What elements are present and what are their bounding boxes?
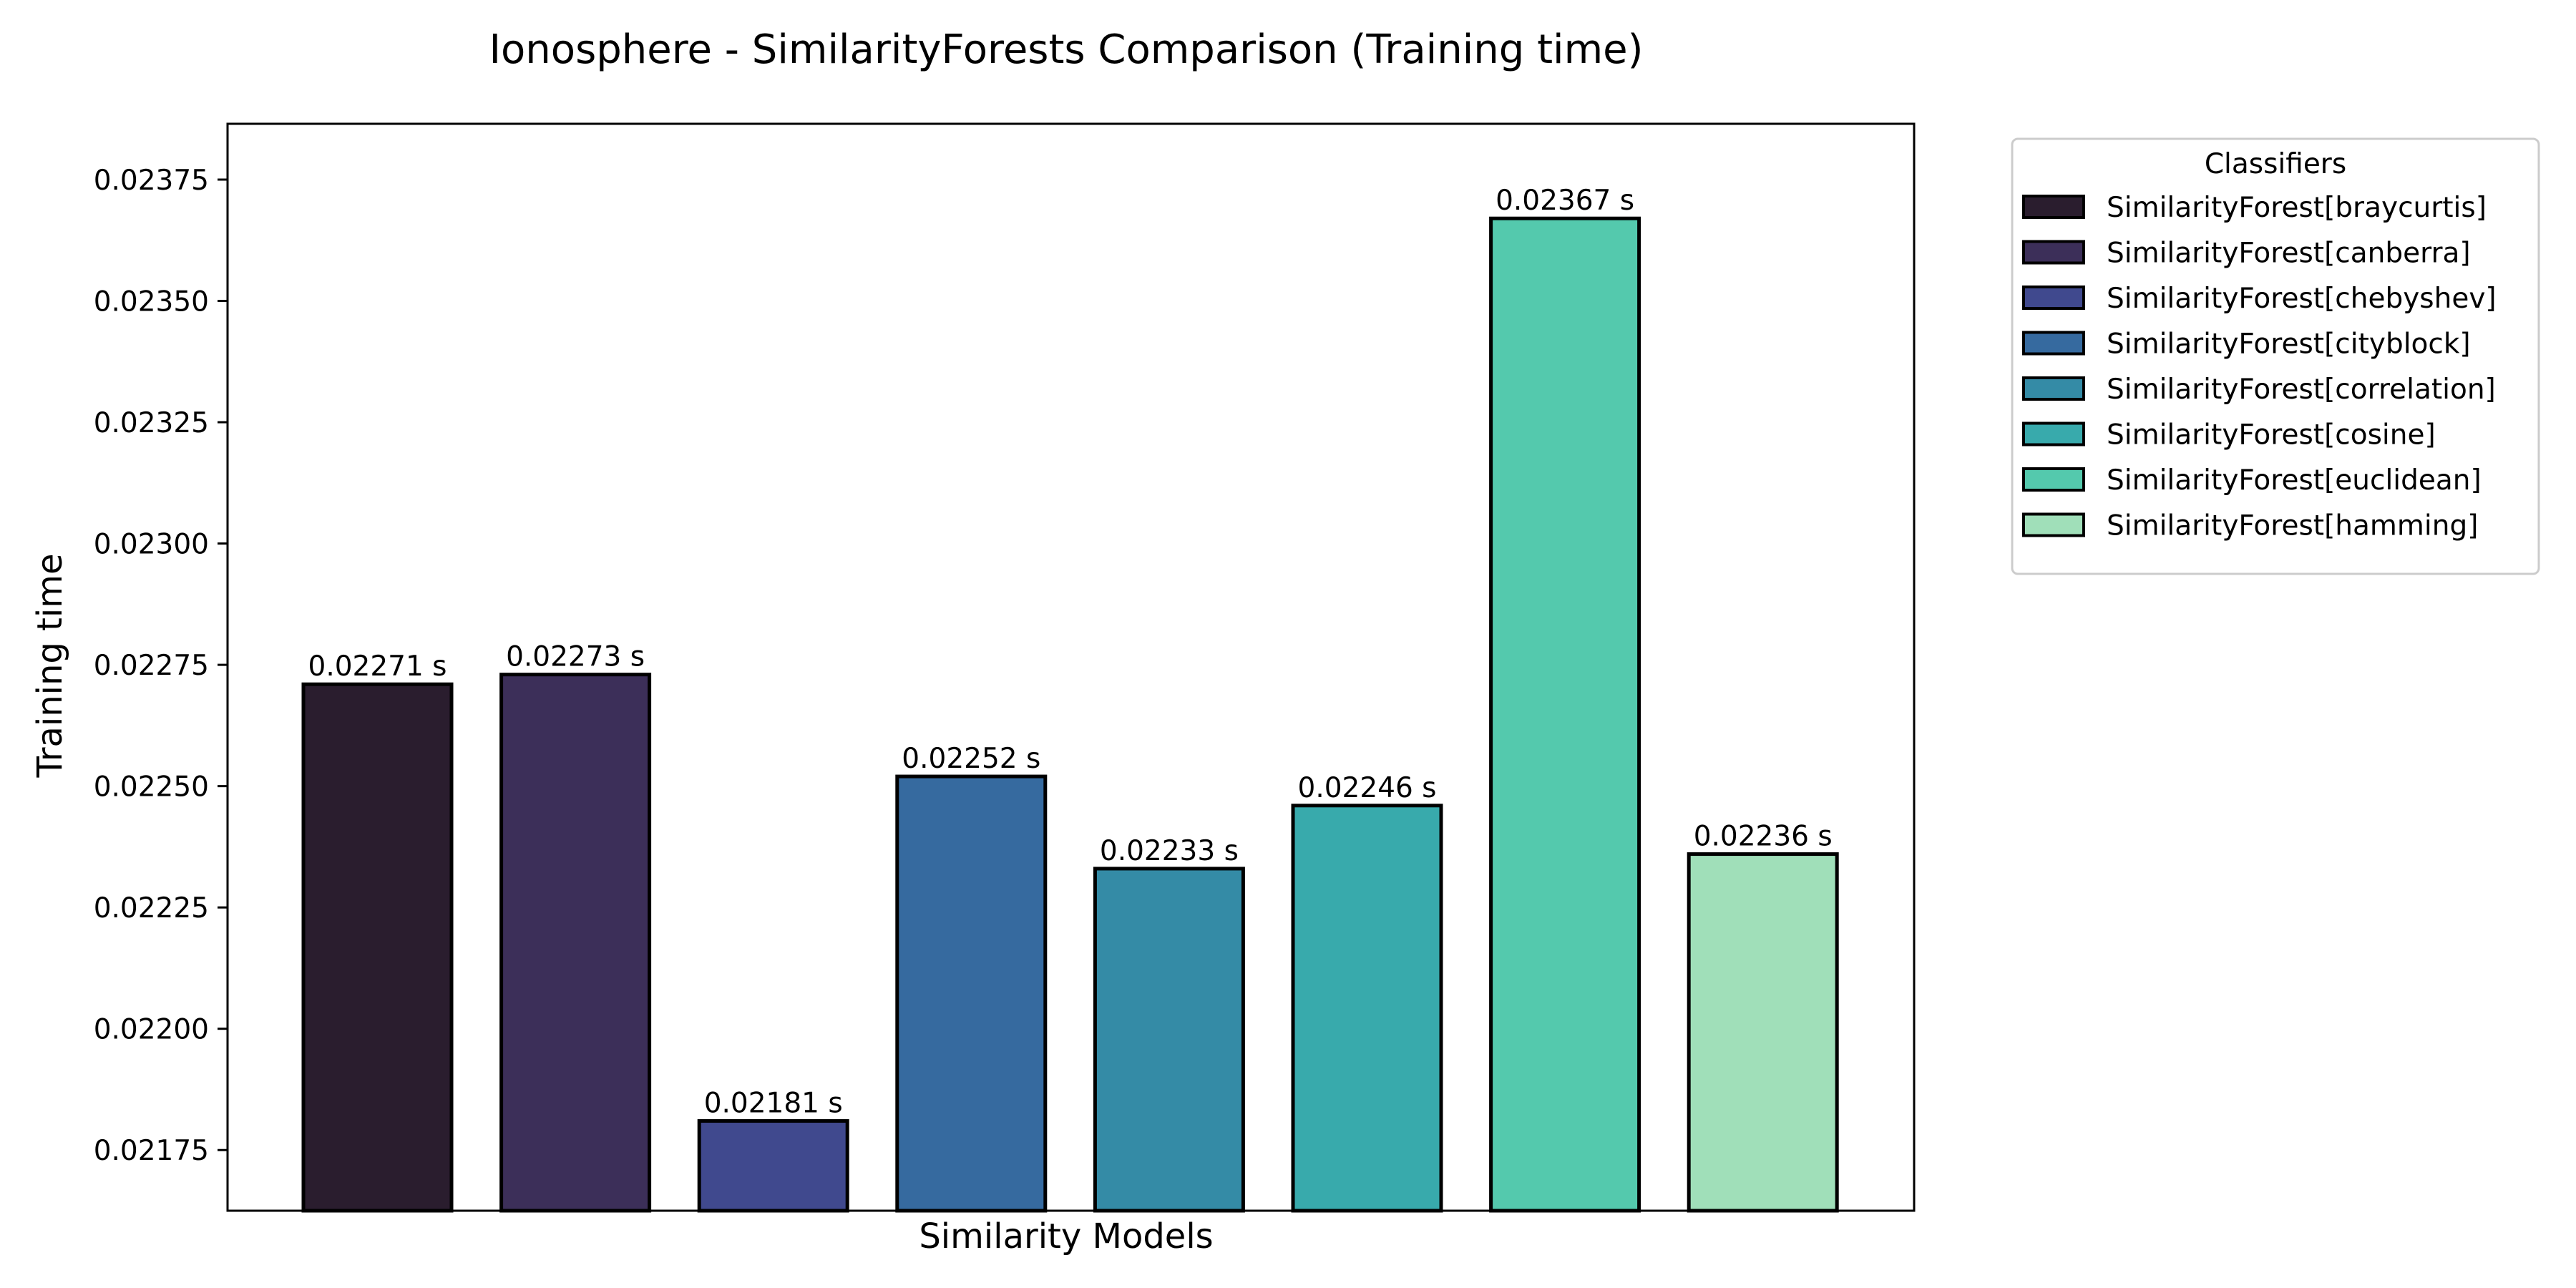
legend-swatch [2022, 195, 2085, 219]
bar-value-label: 0.02181 s [704, 1088, 843, 1120]
x-axis-label: Similarity Models [919, 1216, 1213, 1257]
legend-swatch [2022, 467, 2085, 492]
plot-area: 0.02271 s 0.02273 s 0.02181 s 0.02252 s 0.02… [94, 122, 1916, 1213]
bar-value-label: 0.02252 s [902, 743, 1040, 775]
legend-entry-label: SimilarityForest[correlation] [2107, 374, 2496, 406]
bar-value-label: 0.02273 s [506, 641, 645, 673]
y-tick-label: 0.02325 [94, 407, 209, 439]
legend-title: Classifiers [2205, 148, 2346, 180]
legend-swatch [2022, 240, 2085, 265]
bar [697, 1119, 849, 1213]
bar-value-label: 0.02271 s [308, 650, 447, 683]
legend: Classifiers SimilarityForest[braycurtis] S… [2011, 137, 2540, 575]
bar [1093, 867, 1245, 1213]
bar-value-label: 0.02233 s [1100, 835, 1239, 867]
y-axis-label: Training time [30, 553, 70, 778]
legend-entry-label: SimilarityForest[cosine] [2107, 419, 2436, 452]
bar [895, 774, 1048, 1213]
y-tick-label: 0.02375 [94, 165, 209, 197]
legend-entry-label: SimilarityForest[hamming] [2107, 510, 2478, 542]
plot-frame [226, 122, 1916, 1212]
legend-entry-label: SimilarityForest[cityblock] [2107, 328, 2471, 361]
bar [301, 682, 454, 1213]
bar [1489, 216, 1641, 1213]
y-tick-label: 0.02175 [94, 1135, 209, 1167]
y-tick-label: 0.02225 [94, 892, 209, 924]
legend-frame [2011, 137, 2540, 575]
bar-value-label: 0.02367 s [1496, 185, 1634, 217]
y-tick-label: 0.02275 [94, 650, 209, 682]
y-tick-label: 0.02300 [94, 529, 209, 561]
y-tick-label: 0.02200 [94, 1014, 209, 1046]
legend-entry-label: SimilarityForest[euclidean] [2107, 464, 2482, 497]
legend-swatch [2022, 331, 2085, 356]
bar [1687, 852, 1839, 1213]
bar-value-label: 0.02236 s [1694, 821, 1833, 853]
legend-entry-label: SimilarityForest[canberra] [2107, 238, 2471, 270]
y-tick-label: 0.02350 [94, 286, 209, 318]
legend-entry-label: SimilarityForest[braycurtis] [2107, 192, 2487, 224]
legend-swatch [2022, 286, 2085, 310]
legend-swatch [2022, 376, 2085, 401]
bar [1291, 804, 1443, 1213]
bar [499, 673, 652, 1213]
chart-title: Ionosphere - SimilarityForests Compariso… [489, 26, 1644, 73]
legend-swatch [2022, 421, 2085, 447]
legend-entry-label: SimilarityForest[chebyshev] [2107, 283, 2497, 315]
legend-swatch [2022, 512, 2085, 537]
bar-value-label: 0.02246 s [1298, 772, 1437, 804]
y-tick-label: 0.02250 [94, 771, 209, 804]
